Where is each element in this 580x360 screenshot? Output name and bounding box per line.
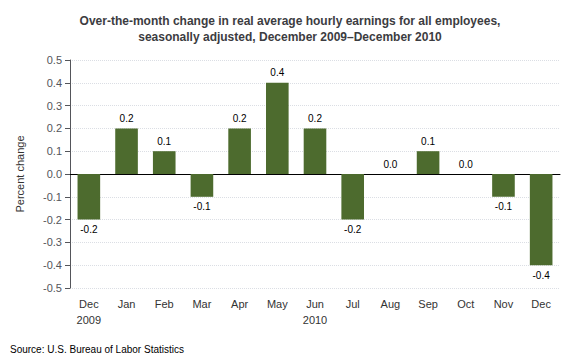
- svg-text:-0.2: -0.2: [43, 214, 62, 226]
- svg-text:Feb: Feb: [155, 298, 174, 310]
- svg-text:2009: 2009: [77, 314, 101, 326]
- svg-text:Mar: Mar: [192, 298, 211, 310]
- svg-text:-0.4: -0.4: [43, 259, 62, 271]
- svg-text:0.0: 0.0: [459, 159, 473, 170]
- svg-text:2010: 2010: [303, 314, 327, 326]
- svg-text:-0.5: -0.5: [43, 282, 62, 294]
- svg-text:0.2: 0.2: [47, 122, 62, 134]
- svg-text:Over-the-month change in real: Over-the-month change in real average ho…: [80, 14, 501, 28]
- svg-text:May: May: [267, 298, 288, 310]
- svg-text:0.1: 0.1: [421, 136, 435, 147]
- svg-text:0.0: 0.0: [47, 168, 62, 180]
- svg-text:0.3: 0.3: [47, 100, 62, 112]
- svg-text:Percent change: Percent change: [14, 135, 26, 212]
- svg-text:seasonally adjusted, December: seasonally adjusted, December 2009–Decem…: [138, 30, 442, 44]
- svg-text:Nov: Nov: [494, 298, 514, 310]
- svg-text:-0.3: -0.3: [43, 236, 62, 248]
- svg-text:Source: U.S. Bureau of Labor S: Source: U.S. Bureau of Labor Statistics: [10, 344, 184, 355]
- svg-text:0.2: 0.2: [120, 113, 134, 124]
- svg-text:Oct: Oct: [457, 298, 474, 310]
- svg-text:Jul: Jul: [346, 298, 360, 310]
- svg-text:-0.2: -0.2: [344, 224, 362, 235]
- svg-text:0.2: 0.2: [233, 113, 247, 124]
- svg-text:Aug: Aug: [381, 298, 401, 310]
- svg-text:-0.1: -0.1: [193, 201, 211, 212]
- svg-text:Apr: Apr: [231, 298, 248, 310]
- svg-text:Jun: Jun: [306, 298, 324, 310]
- svg-text:0.1: 0.1: [47, 145, 62, 157]
- svg-text:0.2: 0.2: [308, 113, 322, 124]
- svg-text:-0.1: -0.1: [43, 191, 62, 203]
- svg-text:0.4: 0.4: [47, 77, 62, 89]
- svg-text:Jan: Jan: [118, 298, 136, 310]
- svg-text:-0.2: -0.2: [80, 224, 98, 235]
- svg-text:0.1: 0.1: [157, 136, 171, 147]
- svg-text:Sep: Sep: [418, 298, 438, 310]
- svg-text:Dec: Dec: [79, 298, 99, 310]
- svg-text:-0.4: -0.4: [533, 270, 551, 281]
- svg-text:-0.1: -0.1: [495, 201, 513, 212]
- svg-text:0.0: 0.0: [383, 159, 397, 170]
- svg-text:0.5: 0.5: [47, 54, 62, 66]
- svg-text:Dec: Dec: [531, 298, 551, 310]
- svg-text:0.4: 0.4: [270, 67, 284, 78]
